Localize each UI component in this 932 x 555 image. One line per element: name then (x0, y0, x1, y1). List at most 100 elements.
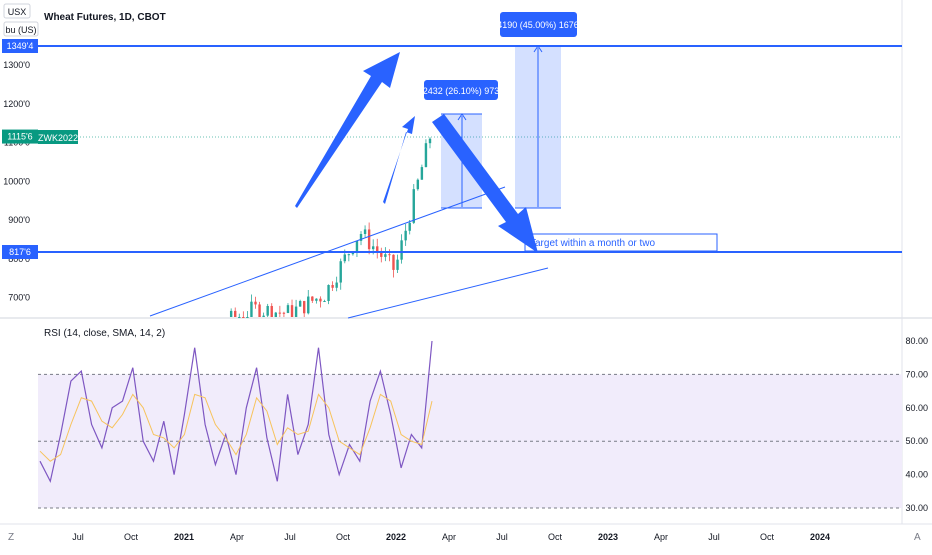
candle-body (335, 282, 338, 288)
candle-body (363, 229, 367, 234)
time-tick-4: Jul (284, 532, 296, 542)
auto-scale-icon[interactable]: A (914, 532, 921, 543)
time-tick-5: Oct (336, 532, 351, 542)
price-badge-0: 1349'4 (7, 41, 34, 51)
price-tick-2: 900'0 (8, 215, 30, 225)
price-badge-bg-2 (2, 245, 38, 259)
unit-badge[interactable] (3, 21, 39, 37)
rsi-guide-lines (38, 373, 902, 509)
price-tick-6: 1300'0 (3, 60, 30, 70)
time-axis-ticks: Jul Oct 2021 Apr Jul Oct 2022 Apr Jul Oct 2023 Apr J… (72, 532, 830, 542)
time-tick-3: Apr (230, 532, 244, 542)
price-tick-0: 700'0 (8, 293, 30, 303)
candle-body (311, 296, 314, 301)
candle-body (339, 261, 342, 283)
candle-body (380, 251, 383, 257)
candle-body (319, 298, 322, 302)
candles-group (229, 137, 432, 318)
candle-body (355, 240, 359, 253)
time-tick-1: Oct (124, 532, 139, 542)
candle-body (266, 305, 269, 316)
candle-body (242, 317, 245, 318)
z-icon[interactable]: Z (8, 532, 14, 543)
candle-body (282, 312, 286, 314)
measure-arrowhead-large (533, 45, 543, 53)
rsi-tick-5: 80.00 (905, 336, 928, 346)
candle-body (420, 167, 424, 180)
candle-body (254, 301, 257, 305)
rsi-lines (39, 340, 433, 484)
candle-body (396, 259, 399, 270)
candle-body (250, 301, 253, 317)
candle-body (258, 304, 261, 317)
rsi-title: RSI (14, close, SMA, 14, 2) (44, 328, 165, 339)
candle-body (238, 317, 241, 318)
candle-body (327, 284, 330, 301)
candle-body (286, 305, 290, 313)
candle-body (367, 229, 371, 250)
currency-label: USX (8, 7, 27, 17)
candle-body (331, 284, 334, 288)
time-tick-9: Oct (548, 532, 563, 542)
measure-label-small-bg (424, 80, 498, 100)
price-tick-3: 1000'0 (3, 176, 30, 186)
candle-body (229, 310, 233, 317)
candle-body (278, 312, 282, 314)
wedge-lower-trendline[interactable] (347, 267, 549, 319)
candle-body (412, 189, 415, 223)
rsi-axis-ticks: 30.00 40.00 50.00 60.00 70.00 80.00 (905, 336, 928, 513)
symbol-title: Wheat Futures, 1D, CBOT (44, 12, 166, 23)
small-up-arrow-icon[interactable] (383, 116, 415, 204)
candle-body (408, 222, 411, 231)
candle-body (303, 301, 306, 314)
rsi-tick-3: 60.00 (905, 403, 928, 413)
big-up-arrow-icon[interactable] (295, 52, 400, 208)
time-tick-12: Jul (708, 532, 720, 542)
down-arrow-icon[interactable] (432, 114, 538, 253)
price-badge-2: 817'6 (9, 247, 31, 257)
currency-badge[interactable] (3, 3, 31, 19)
time-tick-2: 2021 (174, 532, 194, 542)
rsi-tick-2: 50.00 (905, 436, 928, 446)
time-tick-6: 2022 (386, 532, 406, 542)
candle-body (404, 230, 407, 241)
candle-body (428, 138, 432, 144)
time-tick-14: 2024 (810, 532, 830, 542)
candle-body (388, 254, 391, 256)
time-tick-0: Jul (72, 532, 84, 542)
price-axis-badges: 1349'4 1115'6 817'6 (2, 39, 38, 259)
target-text: Target within a month or two (530, 238, 655, 249)
candle-body (359, 233, 363, 241)
candle-body (343, 254, 346, 262)
time-tick-11: Apr (654, 532, 668, 542)
candle-body (274, 312, 277, 317)
symbol-price-badge-bg (38, 130, 78, 144)
price-badge-bg-0 (2, 39, 38, 53)
candle-body (392, 254, 395, 270)
candle-body (262, 315, 265, 317)
time-tick-10: 2023 (598, 532, 618, 542)
candle-body (290, 305, 294, 317)
candle-body (424, 143, 428, 168)
price-tick-5: 1200'0 (3, 99, 30, 109)
candle-body (315, 298, 318, 301)
rsi-tick-0: 30.00 (905, 503, 928, 513)
time-tick-8: Jul (496, 532, 508, 542)
candle-body (371, 246, 375, 250)
measure-label-small: 2432 (26.10%) 973 (423, 86, 500, 96)
candle-body (294, 306, 298, 317)
candle-body (323, 300, 326, 302)
time-tick-7: Apr (442, 532, 456, 542)
rsi-tick-4: 70.00 (905, 369, 928, 379)
candle-body (351, 252, 355, 255)
price-badge-1: 1115'6 (7, 132, 32, 142)
candle-body (384, 254, 387, 257)
candle-body (234, 310, 237, 317)
price-badge-bg-1 (2, 129, 38, 144)
time-tick-13: Oct (760, 532, 775, 542)
rsi-tick-1: 40.00 (905, 470, 928, 480)
candle-body (307, 296, 310, 314)
